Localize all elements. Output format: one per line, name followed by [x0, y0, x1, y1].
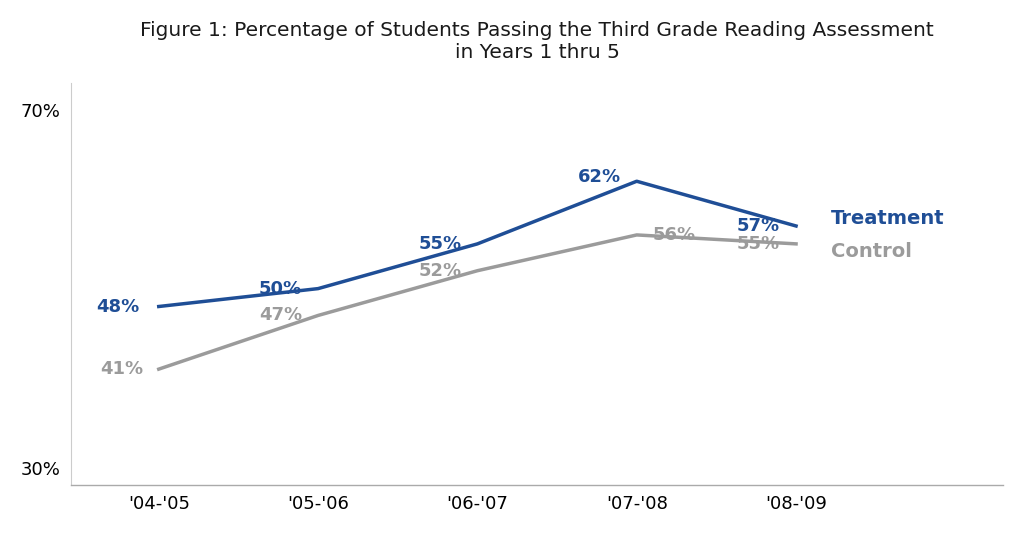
Text: 57%: 57% — [737, 217, 780, 235]
Title: Figure 1: Percentage of Students Passing the Third Grade Reading Assessment
in Y: Figure 1: Percentage of Students Passing… — [140, 21, 934, 62]
Text: 55%: 55% — [737, 235, 780, 253]
Text: Control: Control — [831, 241, 912, 261]
Text: 41%: 41% — [99, 360, 142, 378]
Text: 62%: 62% — [578, 168, 621, 186]
Text: 56%: 56% — [652, 226, 695, 244]
Text: 47%: 47% — [259, 307, 302, 325]
Text: 52%: 52% — [419, 262, 462, 280]
Text: 50%: 50% — [259, 280, 302, 297]
Text: 55%: 55% — [419, 235, 462, 253]
Text: Treatment: Treatment — [831, 209, 945, 229]
Text: 48%: 48% — [96, 297, 139, 316]
